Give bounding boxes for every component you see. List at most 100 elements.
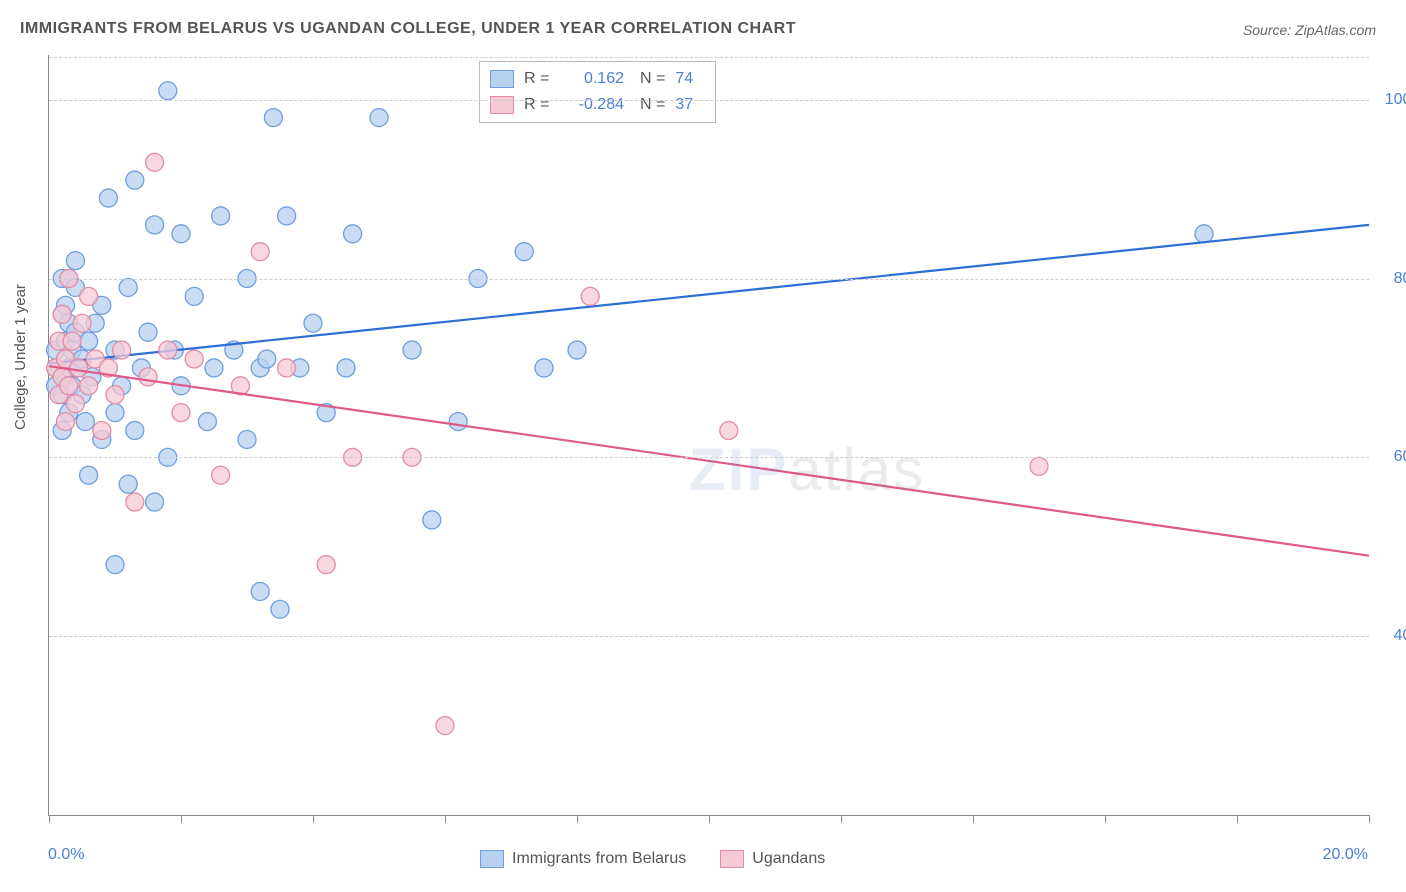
data-point-ugandans — [66, 395, 84, 413]
data-point-ugandans — [93, 422, 111, 440]
legend-n-label: N = — [640, 70, 665, 88]
x-tick — [313, 815, 314, 823]
data-point-belarus — [337, 359, 355, 377]
legend-r-value: 0.162 — [564, 70, 624, 88]
chart-title: IMMIGRANTS FROM BELARUS VS UGANDAN COLLE… — [20, 20, 796, 38]
data-point-ugandans — [212, 466, 230, 484]
data-point-belarus — [258, 350, 276, 368]
data-point-belarus — [146, 493, 164, 511]
data-point-belarus — [344, 225, 362, 243]
data-point-ugandans — [126, 493, 144, 511]
y-tick-label: 100.0% — [1385, 91, 1406, 109]
data-point-ugandans — [172, 404, 190, 422]
data-point-ugandans — [720, 422, 738, 440]
data-point-ugandans — [139, 368, 157, 386]
data-point-belarus — [80, 332, 98, 350]
legend-label: Ugandans — [752, 850, 825, 868]
legend-r-label: R = — [524, 96, 554, 114]
x-tick — [577, 815, 578, 823]
y-tick-label: 60.0% — [1394, 448, 1406, 466]
correlation-legend: R =0.162N =74R =-0.284N =37 — [479, 61, 716, 123]
trend-line-belarus — [49, 225, 1369, 364]
gridline — [49, 279, 1369, 280]
data-point-belarus — [198, 413, 216, 431]
data-point-ugandans — [63, 332, 81, 350]
data-point-belarus — [106, 556, 124, 574]
data-point-ugandans — [70, 359, 88, 377]
x-tick — [709, 815, 710, 823]
data-point-ugandans — [80, 377, 98, 395]
data-point-ugandans — [436, 717, 454, 735]
data-point-belarus — [278, 207, 296, 225]
data-point-belarus — [370, 109, 388, 127]
x-axis-max: 20.0% — [1323, 846, 1368, 864]
data-point-belarus — [106, 404, 124, 422]
data-point-ugandans — [251, 243, 269, 261]
legend-label: Immigrants from Belarus — [512, 850, 686, 868]
data-point-belarus — [423, 511, 441, 529]
data-point-belarus — [126, 422, 144, 440]
data-point-ugandans — [106, 386, 124, 404]
data-point-belarus — [126, 171, 144, 189]
data-point-belarus — [146, 216, 164, 234]
y-axis-label: College, Under 1 year — [12, 284, 29, 430]
legend-swatch-icon — [490, 70, 514, 88]
data-point-belarus — [119, 278, 137, 296]
gridline — [49, 57, 1369, 58]
x-tick — [973, 815, 974, 823]
data-point-belarus — [159, 82, 177, 100]
data-point-belarus — [264, 109, 282, 127]
data-point-ugandans — [73, 314, 91, 332]
data-point-ugandans — [57, 413, 75, 431]
data-point-belarus — [139, 323, 157, 341]
data-point-belarus — [205, 359, 223, 377]
data-point-ugandans — [146, 153, 164, 171]
plot-area: R =0.162N =74R =-0.284N =37 ZIPatlas 40.… — [48, 55, 1369, 816]
data-point-belarus — [238, 430, 256, 448]
data-point-ugandans — [278, 359, 296, 377]
data-point-belarus — [304, 314, 322, 332]
y-tick-label: 80.0% — [1394, 270, 1406, 288]
data-point-belarus — [76, 413, 94, 431]
x-tick — [1105, 815, 1106, 823]
gridline — [49, 100, 1369, 101]
data-point-belarus — [535, 359, 553, 377]
legend-row-ugandans: R =-0.284N =37 — [490, 92, 705, 118]
x-tick — [1369, 815, 1370, 823]
legend-r-value: -0.284 — [564, 96, 624, 114]
legend-swatch-icon — [720, 850, 744, 868]
legend-item: Immigrants from Belarus — [480, 850, 686, 868]
source-label: Source: ZipAtlas.com — [1243, 22, 1376, 38]
legend-swatch-icon — [480, 850, 504, 868]
data-point-belarus — [449, 413, 467, 431]
legend-n-value: 74 — [675, 70, 705, 88]
data-point-belarus — [66, 252, 84, 270]
series-legend: Immigrants from Belarus Ugandans — [480, 850, 825, 868]
data-point-belarus — [568, 341, 586, 359]
data-point-ugandans — [159, 341, 177, 359]
data-point-belarus — [271, 600, 289, 618]
gridline — [49, 457, 1369, 458]
x-tick — [1237, 815, 1238, 823]
trend-line-ugandans — [49, 366, 1369, 556]
data-point-ugandans — [317, 556, 335, 574]
chart-container: IMMIGRANTS FROM BELARUS VS UGANDAN COLLE… — [0, 0, 1406, 892]
data-point-ugandans — [80, 287, 98, 305]
data-point-belarus — [185, 287, 203, 305]
data-point-belarus — [515, 243, 533, 261]
data-point-belarus — [403, 341, 421, 359]
data-point-ugandans — [185, 350, 203, 368]
legend-r-label: R = — [524, 70, 554, 88]
legend-item: Ugandans — [720, 850, 825, 868]
legend-swatch-icon — [490, 96, 514, 114]
data-point-belarus — [119, 475, 137, 493]
x-tick — [49, 815, 50, 823]
legend-row-belarus: R = 0.162 N = 74 — [490, 66, 705, 92]
data-point-ugandans — [53, 305, 71, 323]
data-point-belarus — [212, 207, 230, 225]
data-point-belarus — [1195, 225, 1213, 243]
data-point-belarus — [251, 582, 269, 600]
x-tick — [841, 815, 842, 823]
y-tick-label: 40.0% — [1394, 627, 1406, 645]
gridline — [49, 636, 1369, 637]
